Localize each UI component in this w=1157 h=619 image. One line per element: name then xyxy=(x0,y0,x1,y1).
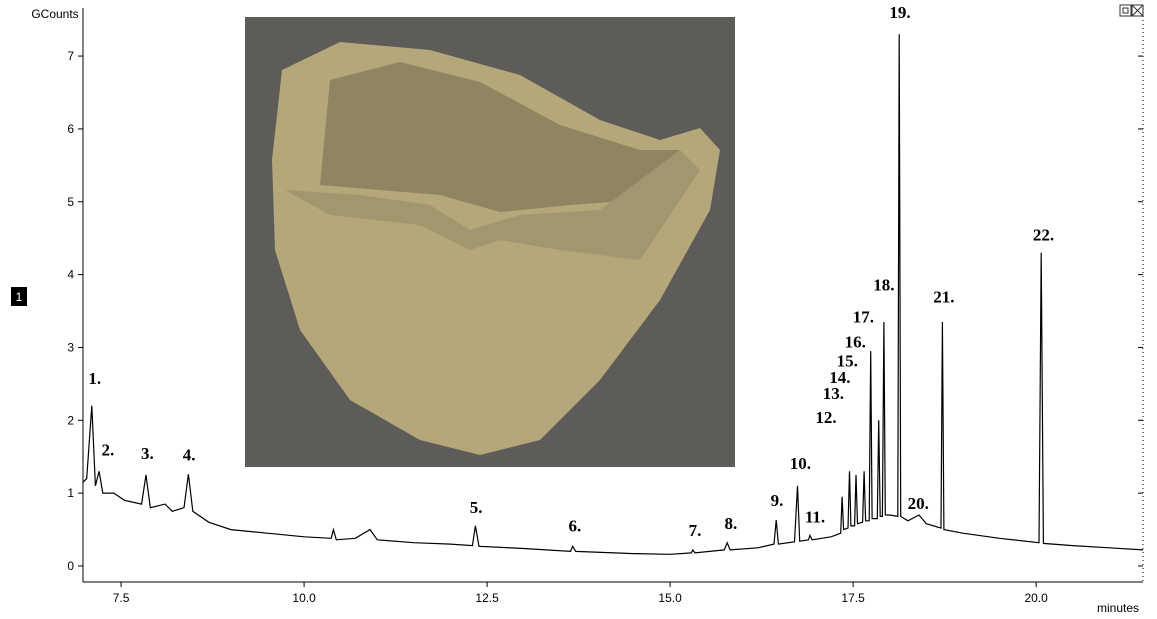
peak-label: 14. xyxy=(829,368,850,387)
y-tick-label: 3 xyxy=(67,340,74,354)
peak-label: 16. xyxy=(845,332,866,351)
y-tick-label: 0 xyxy=(67,559,74,573)
peak-label: 22. xyxy=(1033,225,1054,244)
peak-label: 11. xyxy=(805,507,825,526)
peak-label: 2. xyxy=(102,440,115,459)
window-icons xyxy=(1120,5,1143,16)
peak-label: 20. xyxy=(908,494,929,513)
x-tick-label: 20.0 xyxy=(1024,591,1048,605)
peak-label: 1. xyxy=(88,369,101,388)
peak-label: 5. xyxy=(470,498,483,517)
y-tick-label: 6 xyxy=(67,122,74,136)
inset-photo xyxy=(245,17,735,467)
peak-label: 3. xyxy=(141,444,154,463)
peak-label: 18. xyxy=(873,276,894,295)
peak-label: 17. xyxy=(853,308,874,327)
y-tick-label: 1 xyxy=(67,486,74,500)
peak-label: 4. xyxy=(183,445,196,464)
peak-label: 9. xyxy=(771,491,784,510)
peak-label: 6. xyxy=(569,517,582,536)
x-tick-label: 10.0 xyxy=(292,591,316,605)
peak-label: 10. xyxy=(790,454,811,473)
y-tick-label: 4 xyxy=(67,268,74,282)
peak-label: 15. xyxy=(837,351,858,370)
peak-label: 19. xyxy=(889,3,910,22)
y-axis-label: GCounts xyxy=(31,7,78,21)
peak-label: 7. xyxy=(689,521,702,540)
peak-label: 21. xyxy=(933,287,954,306)
x-tick-label: 12.5 xyxy=(475,591,499,605)
y-tick-label: 5 xyxy=(67,195,74,209)
x-tick-label: 7.5 xyxy=(113,591,130,605)
x-tick-label: 15.0 xyxy=(658,591,682,605)
x-tick-label: 17.5 xyxy=(841,591,865,605)
y-tick-label: 7 xyxy=(67,49,74,63)
trace-label: 1 xyxy=(16,290,23,304)
y-tick-label: 2 xyxy=(67,413,74,427)
chart: GCounts minutes 1 7.510.012.515.017.520.… xyxy=(0,0,1157,619)
peak-label: 8. xyxy=(724,514,737,533)
x-axis-label: minutes xyxy=(1097,601,1139,615)
peak-label: 12. xyxy=(815,408,836,427)
